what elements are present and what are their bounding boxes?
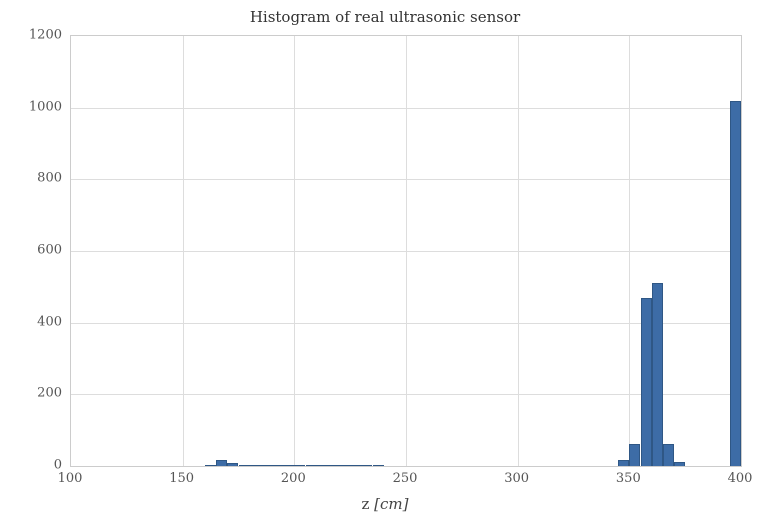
y-tick-label: 400 bbox=[12, 314, 62, 329]
histogram-chart: Histogram of real ultrasonic sensor z [c… bbox=[0, 0, 770, 529]
histogram-bar bbox=[373, 465, 384, 466]
histogram-bar bbox=[261, 465, 272, 466]
x-tick-label: 150 bbox=[169, 471, 194, 486]
y-tick-label: 200 bbox=[12, 386, 62, 401]
histogram-bar bbox=[227, 463, 238, 466]
histogram-bar bbox=[250, 465, 261, 466]
x-tick-label: 350 bbox=[616, 471, 641, 486]
histogram-bar bbox=[205, 465, 216, 466]
histogram-bar bbox=[629, 444, 640, 466]
histogram-bar bbox=[317, 465, 328, 466]
x-axis-label-var: z bbox=[361, 495, 374, 513]
y-tick-label: 600 bbox=[12, 243, 62, 258]
x-tick-label: 200 bbox=[281, 471, 306, 486]
histogram-bar bbox=[730, 101, 741, 467]
x-tick-label: 250 bbox=[393, 471, 418, 486]
histogram-bar bbox=[216, 460, 227, 466]
y-tick-label: 0 bbox=[12, 458, 62, 473]
histogram-bar bbox=[283, 465, 294, 466]
histogram-bar bbox=[239, 465, 250, 466]
gridline-horizontal bbox=[71, 251, 741, 252]
histogram-bar bbox=[350, 465, 361, 466]
histogram-bar bbox=[328, 465, 339, 466]
y-tick-label: 1000 bbox=[12, 99, 62, 114]
x-axis-label: z [cm] bbox=[0, 495, 770, 513]
histogram-bar bbox=[663, 444, 674, 466]
x-axis-label-unit: [cm] bbox=[374, 495, 408, 513]
chart-title: Histogram of real ultrasonic sensor bbox=[0, 8, 770, 26]
gridline-horizontal bbox=[71, 179, 741, 180]
y-tick-label: 1200 bbox=[12, 28, 62, 43]
gridline-horizontal bbox=[71, 108, 741, 109]
y-tick-label: 800 bbox=[12, 171, 62, 186]
histogram-bar bbox=[294, 465, 305, 466]
histogram-bar bbox=[339, 465, 350, 466]
histogram-bar bbox=[361, 465, 372, 466]
histogram-bar bbox=[641, 298, 652, 466]
x-tick-label: 100 bbox=[58, 471, 83, 486]
histogram-bar bbox=[674, 462, 685, 466]
histogram-bar bbox=[272, 465, 283, 466]
histogram-bar bbox=[652, 283, 663, 466]
histogram-bar bbox=[306, 465, 317, 466]
x-tick-label: 400 bbox=[728, 471, 753, 486]
histogram-bar bbox=[618, 460, 629, 466]
plot-area bbox=[70, 35, 742, 467]
x-tick-label: 300 bbox=[504, 471, 529, 486]
